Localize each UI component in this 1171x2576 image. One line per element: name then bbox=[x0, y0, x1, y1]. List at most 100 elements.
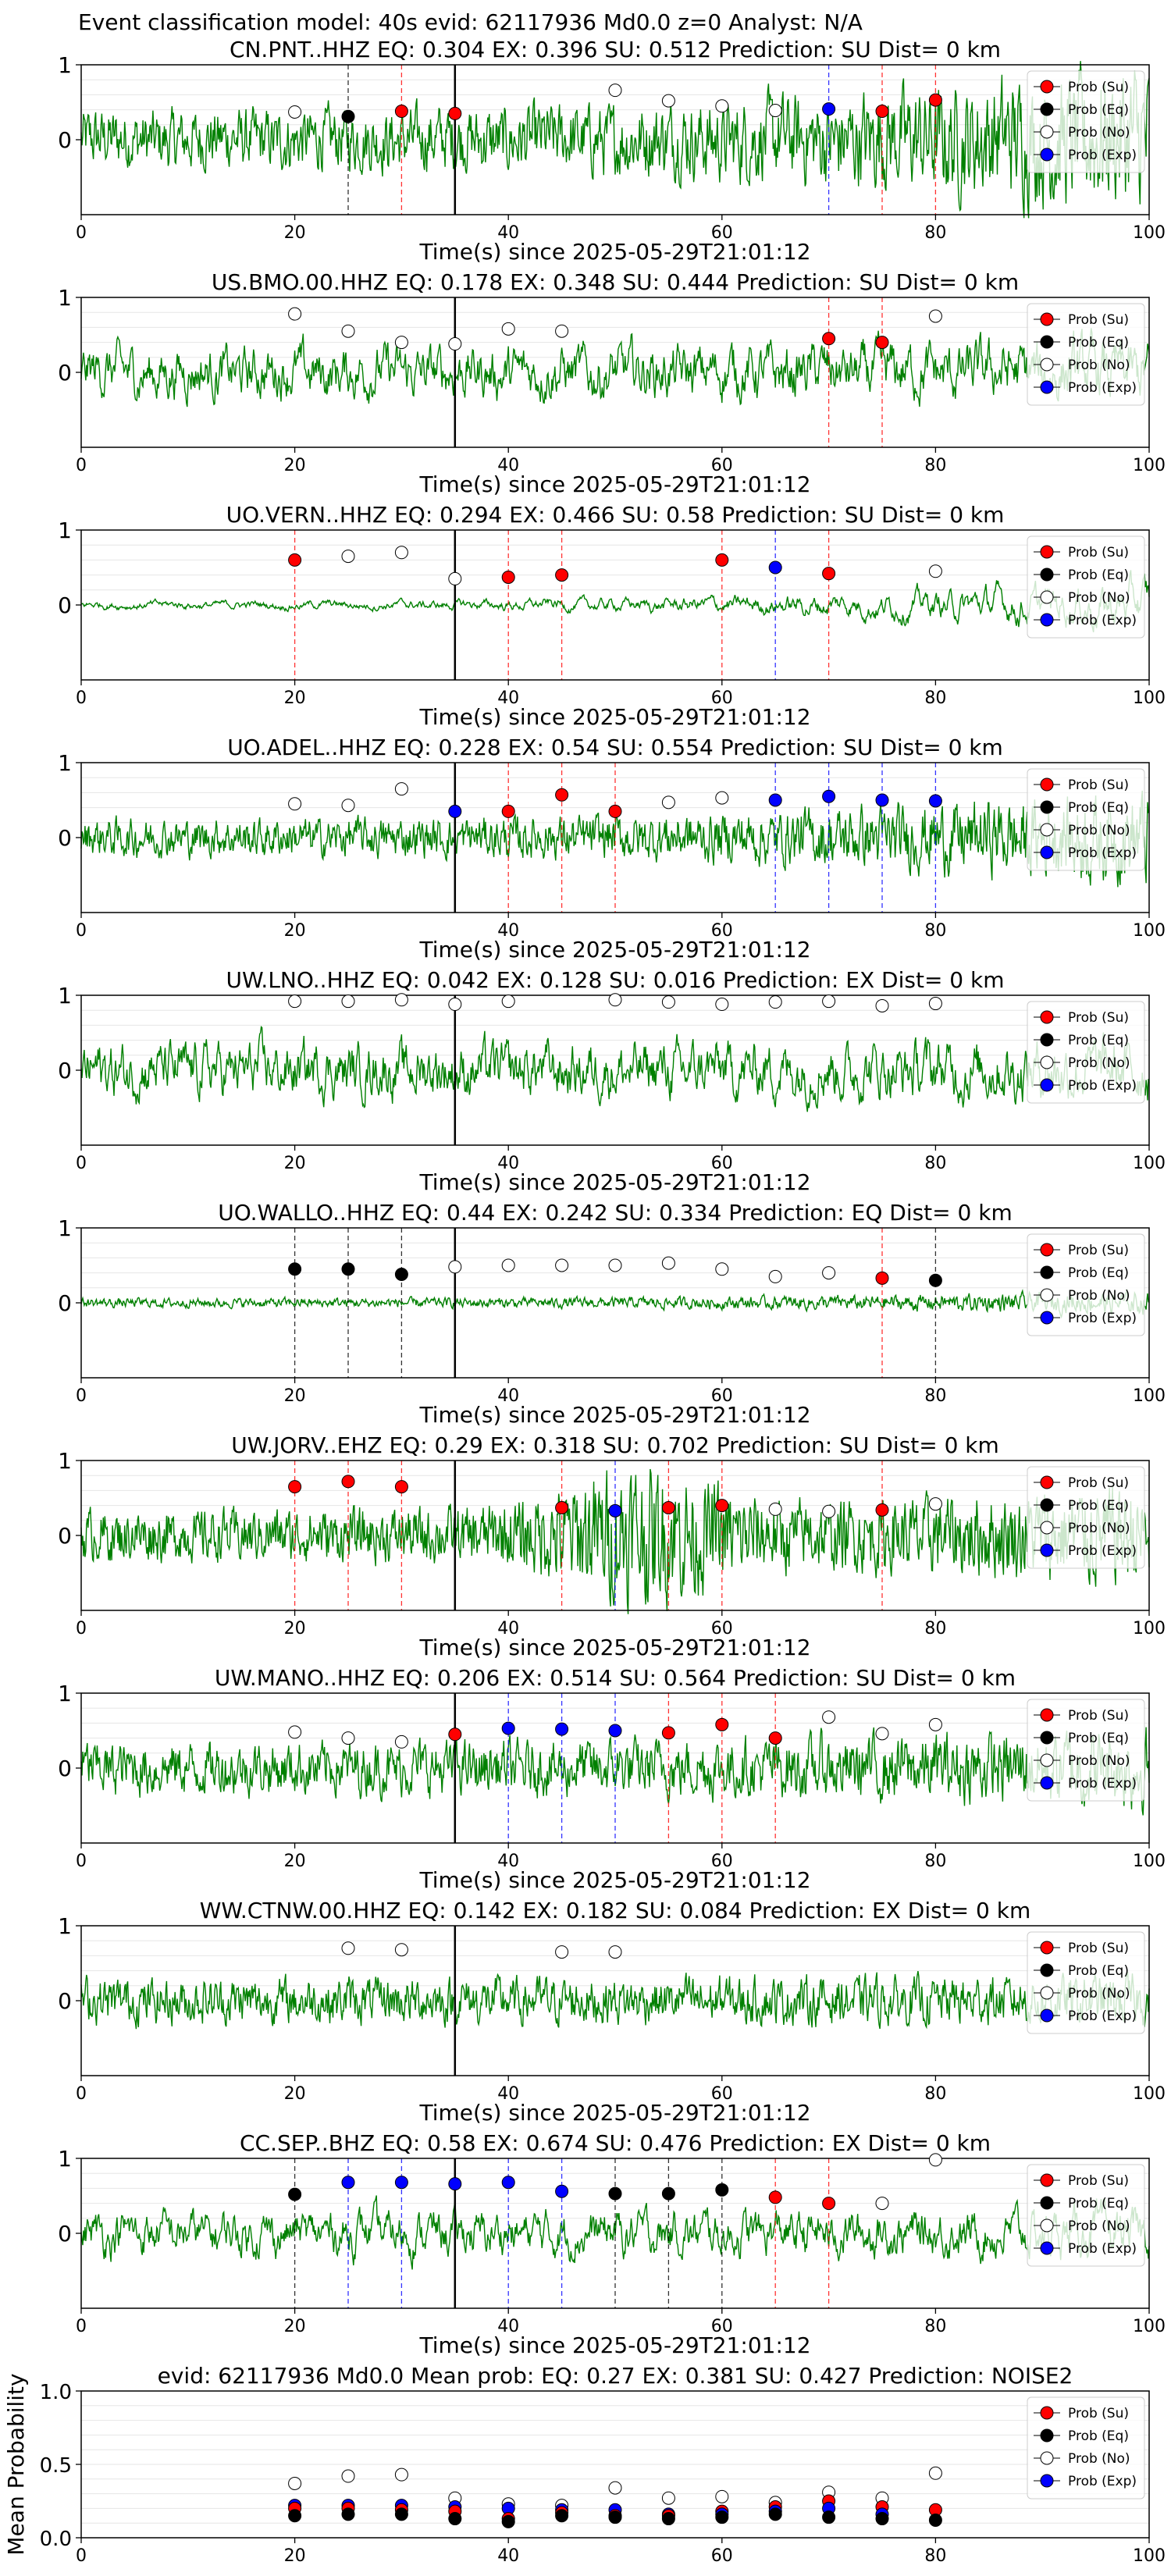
prob-marker-su bbox=[608, 804, 622, 818]
figure-suptitle: Event classification model: 40s evid: 62… bbox=[78, 9, 863, 35]
prob-marker-no bbox=[394, 336, 408, 350]
prob-marker-eq bbox=[341, 109, 355, 123]
prob-marker-exp bbox=[341, 2176, 355, 2190]
panel-1: 0 20 40 60 80 100 0 1 US.BMO.00.HHZ EQ: 0.178 EX… bbox=[58, 269, 1166, 497]
legend-marker-exp bbox=[1040, 380, 1054, 394]
x-tick-label: 20 bbox=[284, 1386, 306, 1406]
waveform-trace bbox=[80, 2195, 1150, 2270]
prob-marker-no bbox=[822, 1710, 836, 1724]
legend-label: Prob (No) bbox=[1068, 2218, 1130, 2234]
panel-3: 0 20 40 60 80 100 0 1 UO.ADEL..HHZ EQ: 0.228 EX:… bbox=[58, 735, 1166, 962]
legend-label: Prob (Su) bbox=[1068, 80, 1129, 95]
prob-marker-su bbox=[822, 2197, 836, 2211]
y-tick-label: 0.5 bbox=[40, 2454, 72, 2478]
legend-marker-exp bbox=[1040, 1078, 1054, 1092]
prob-marker-no bbox=[341, 2469, 355, 2483]
prob-marker-no bbox=[715, 99, 729, 113]
prob-marker-eq bbox=[394, 2507, 408, 2521]
prob-marker-no bbox=[555, 1258, 569, 1272]
prob-marker-exp bbox=[768, 560, 782, 575]
prob-marker-no bbox=[928, 1497, 942, 1511]
prob-marker-no bbox=[768, 104, 782, 118]
x-tick-label: 40 bbox=[497, 1852, 519, 1871]
x-tick-label: 100 bbox=[1133, 1154, 1166, 1173]
y-tick-label: 0 bbox=[58, 127, 72, 153]
x-tick-label: 0 bbox=[76, 2084, 87, 2104]
prob-marker-eq bbox=[661, 2186, 675, 2201]
prob-marker-no bbox=[288, 797, 302, 811]
legend-label: Prob (No) bbox=[1068, 1753, 1130, 1769]
x-axis-label: Time(s) since 2025-05-29T21:01:12 bbox=[418, 239, 810, 265]
x-tick-label: 0 bbox=[76, 2317, 87, 2336]
prob-marker-no bbox=[394, 1735, 408, 1749]
x-tick-label: 0 bbox=[76, 1619, 87, 1638]
legend-label: Prob (Exp) bbox=[1068, 2008, 1137, 2024]
y-axis-label: Mean Probability bbox=[3, 2373, 29, 2555]
legend-marker-no bbox=[1040, 823, 1054, 837]
legend-marker-su bbox=[1040, 545, 1054, 559]
prob-marker-eq bbox=[288, 1262, 302, 1276]
x-tick-label: 0 bbox=[76, 2546, 87, 2566]
legend-box bbox=[1027, 70, 1145, 173]
prob-marker-su bbox=[288, 553, 302, 567]
legend-label: Prob (Su) bbox=[1068, 312, 1129, 328]
prob-marker-eq bbox=[715, 2510, 729, 2524]
panel-9: 0 20 40 60 80 100 0 1 CC.SEP..BHZ EQ: 0.58 EX: 0… bbox=[58, 2130, 1166, 2358]
x-tick-label: 40 bbox=[497, 921, 519, 941]
prob-marker-no bbox=[768, 1269, 782, 1283]
waveform-trace bbox=[80, 1727, 1150, 1816]
x-tick-label: 80 bbox=[924, 921, 946, 941]
x-tick-label: 60 bbox=[711, 2546, 733, 2566]
prob-marker-no bbox=[875, 998, 889, 1012]
waveform-trace bbox=[80, 1289, 1150, 1319]
legend-marker-su bbox=[1040, 80, 1054, 94]
legend-label: Prob (Su) bbox=[1068, 1475, 1129, 1491]
prob-marker-su bbox=[341, 1475, 355, 1489]
y-tick-label: 0 bbox=[58, 592, 72, 618]
x-tick-label: 40 bbox=[497, 1619, 519, 1638]
legend-label: Prob (Exp) bbox=[1068, 1078, 1137, 1094]
x-tick-label: 40 bbox=[497, 223, 519, 243]
prob-marker-su bbox=[822, 332, 836, 346]
legend: Prob (Su) Prob (Eq) Prob (No) Prob (Exp) bbox=[1027, 1233, 1145, 1336]
prob-marker-no bbox=[928, 1717, 942, 1731]
y-tick-label: 1 bbox=[58, 983, 72, 1009]
y-tick-label: 0 bbox=[58, 1058, 72, 1083]
prob-marker-eq bbox=[448, 2512, 462, 2526]
legend-box bbox=[1027, 303, 1145, 406]
prob-marker-su bbox=[661, 1500, 675, 1514]
y-tick-label: 1 bbox=[58, 1913, 72, 1939]
y-tick-label: 0 bbox=[58, 1756, 72, 1781]
legend-label: Prob (No) bbox=[1068, 1055, 1130, 1071]
legend: Prob (Su) Prob (Eq) Prob (No) Prob (Exp) bbox=[1027, 2164, 1145, 2267]
y-tick-label: 1 bbox=[58, 285, 72, 311]
y-tick-label: 0 bbox=[58, 825, 72, 851]
prob-marker-no bbox=[394, 2467, 408, 2482]
legend-box bbox=[1027, 2164, 1145, 2267]
prob-marker-no bbox=[661, 795, 675, 809]
prob-marker-su bbox=[768, 2190, 782, 2204]
y-tick-label: 0 bbox=[58, 1523, 72, 1549]
prob-marker-no bbox=[928, 997, 942, 1011]
prob-marker-no bbox=[288, 2476, 302, 2490]
prob-marker-no bbox=[341, 799, 355, 813]
legend-label: Prob (No) bbox=[1068, 2451, 1130, 2467]
prob-marker-no bbox=[661, 995, 675, 1009]
legend-marker-eq bbox=[1040, 568, 1054, 582]
panel-title: UO.WALLO..HHZ EQ: 0.44 EX: 0.242 SU: 0.3… bbox=[218, 1200, 1012, 1226]
legend-marker-eq bbox=[1040, 102, 1054, 116]
prob-marker-exp bbox=[608, 1724, 622, 1738]
y-tick-label: 1 bbox=[58, 1448, 72, 1474]
axes-frame bbox=[80, 297, 1150, 448]
prob-marker-no bbox=[394, 782, 408, 796]
y-tick-label: 0 bbox=[58, 360, 72, 386]
prob-marker-no bbox=[394, 546, 408, 560]
legend: Prob (Su) Prob (Eq) Prob (No) Prob (Exp) bbox=[1027, 2396, 1145, 2500]
legend-marker-exp bbox=[1040, 2474, 1054, 2488]
prob-marker-su bbox=[768, 1731, 782, 1745]
x-tick-label: 0 bbox=[76, 1852, 87, 1871]
prob-marker-no bbox=[555, 1945, 569, 1959]
prob-marker-no bbox=[341, 1731, 355, 1745]
legend-label: Prob (No) bbox=[1068, 823, 1130, 838]
legend: Prob (Su) Prob (Eq) Prob (No) Prob (Exp) bbox=[1027, 1001, 1145, 1104]
